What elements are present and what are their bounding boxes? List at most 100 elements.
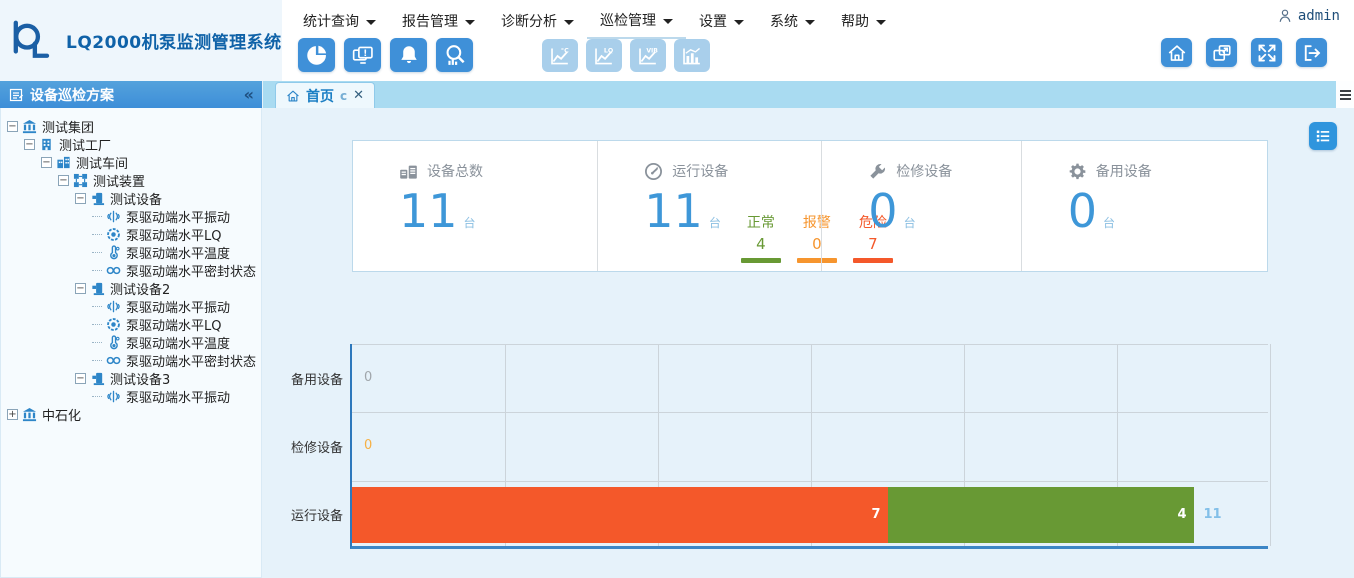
tree-item[interactable]: 泵驱动端水平密封状态 — [1, 261, 261, 280]
card-value: 11 — [399, 184, 458, 238]
tree-item-label: 测试设备3 — [110, 372, 171, 388]
tree-item[interactable]: 泵驱动端水平密封状态 — [1, 351, 261, 370]
menu-item-report-management[interactable]: 报告管理 — [389, 5, 488, 39]
app-title: LQ2000机泵监测管理系统 — [66, 33, 282, 53]
tree-expander-icon[interactable]: − — [75, 282, 86, 294]
inspection-plan-icon — [8, 87, 24, 103]
devices-icon — [399, 162, 418, 181]
search-stats-button[interactable] — [436, 38, 473, 72]
menu-item-statistics-query[interactable]: 统计查询 — [290, 5, 389, 39]
main-menu: 统计查询 报告管理 诊断分析 巡检管理 设置 系统 帮助 — [290, 5, 899, 39]
tab-home[interactable]: 首页 c ✕ — [275, 82, 376, 108]
tree-item[interactable]: 泵驱动端水平振动 — [1, 207, 261, 226]
tree-item[interactable]: 泵驱动端水平振动 — [1, 297, 261, 316]
popout-window-button[interactable] — [1206, 38, 1237, 67]
alarm-bell-button[interactable] — [390, 38, 427, 72]
tree-expander-icon[interactable]: − — [24, 138, 35, 150]
logout-button[interactable] — [1296, 38, 1327, 67]
bar-value-label: 7 — [871, 506, 881, 522]
tree-connector — [92, 395, 102, 397]
tree-item[interactable]: − 测试集团 — [1, 117, 261, 136]
device-icon — [90, 191, 105, 206]
tree-item-label: 泵驱动端水平温度 — [126, 246, 231, 262]
card-label: 备用设备 — [1095, 164, 1152, 180]
tree-connector — [92, 305, 102, 307]
multi-screen-alert-button[interactable] — [344, 38, 381, 72]
status-danger: 危险 7 — [852, 212, 893, 263]
temp-icon — [106, 335, 121, 350]
grid-line — [352, 344, 1268, 345]
app-logo-icon — [13, 20, 50, 58]
card-label: 运行设备 — [672, 164, 729, 180]
multi-screen-alert-icon — [352, 44, 374, 66]
gauge-icon — [644, 162, 663, 181]
card-unit: 台 — [1103, 216, 1116, 230]
popout-window-icon — [1212, 43, 1232, 63]
tree-item[interactable]: − 测试车间 — [1, 153, 261, 172]
tree-expander-icon[interactable]: − — [75, 372, 86, 384]
home-icon — [1167, 43, 1187, 63]
card-value: 11 — [644, 184, 703, 238]
fullscreen-button[interactable] — [1251, 38, 1282, 67]
main-content: 设备总数 11 台 运行设备 11 台 正常 4 报警 0 — [263, 108, 1354, 578]
refresh-icon[interactable]: c — [340, 88, 348, 103]
seal-icon — [106, 263, 121, 278]
menu-item-inspection-management[interactable]: 巡检管理 — [587, 5, 686, 39]
tree-item[interactable]: − 测试工厂 — [1, 135, 261, 154]
bar-trend-button[interactable] — [674, 39, 710, 72]
tree-item-label: 泵驱动端水平密封状态 — [126, 354, 257, 370]
tree-item-label: 泵驱动端水平振动 — [126, 210, 231, 226]
tree-connector — [92, 323, 102, 325]
tree-expander-icon[interactable]: − — [41, 156, 52, 168]
window-toolbar — [1161, 38, 1327, 67]
tab-label: 首页 — [306, 88, 334, 105]
tree-item[interactable]: − 测试设备3 — [1, 369, 261, 388]
tab-overflow-button[interactable] — [1336, 81, 1354, 108]
tree-item-label: 测试设备 — [110, 192, 163, 208]
tab-bar: 首页 c ✕ — [263, 81, 1336, 108]
menu-item-diagnosis-analysis[interactable]: 诊断分析 — [488, 5, 587, 39]
tree-item[interactable]: + 中石化 — [1, 405, 261, 424]
tree-expander-icon[interactable]: − — [75, 192, 86, 204]
logout-icon — [1302, 43, 1322, 63]
tree-item-label: 测试设备2 — [110, 282, 171, 298]
tree-item[interactable]: 泵驱动端水平振动 — [1, 387, 261, 406]
collapse-sidebar-button[interactable]: « — [243, 84, 254, 104]
tree-connector — [92, 359, 102, 361]
pie-chart-button[interactable] — [298, 38, 335, 72]
tree-item-label: 泵驱动端水平LQ — [126, 318, 222, 334]
tree-item-label: 测试车间 — [76, 156, 129, 172]
tree-item[interactable]: 泵驱动端水平LQ — [1, 315, 261, 334]
lq-trend-button[interactable] — [586, 39, 622, 72]
chevron-down-icon — [564, 19, 574, 25]
home-button[interactable] — [1161, 38, 1192, 67]
tree-item[interactable]: 泵驱动端水平温度 — [1, 333, 261, 352]
bar-trend-icon — [681, 45, 703, 67]
temp-trend-button[interactable] — [542, 39, 578, 72]
tree-item-label: 泵驱动端水平密封状态 — [126, 264, 257, 280]
tree-item[interactable]: − 测试设备 — [1, 189, 261, 208]
status-breakdown: 正常 4 报警 0 危险 7 — [740, 212, 893, 263]
grid-line — [352, 412, 1268, 414]
tree-item[interactable]: 泵驱动端水平LQ — [1, 225, 261, 244]
menu-item-system[interactable]: 系统 — [757, 5, 828, 39]
tree-expander-icon[interactable]: − — [7, 120, 18, 132]
user-account[interactable]: admin — [1277, 8, 1340, 24]
tree-item[interactable]: − 测试装置 — [1, 171, 261, 190]
tree-item[interactable]: − 测试设备2 — [1, 279, 261, 298]
device-tree: − 测试集团 − 测试工厂 − 测试车间 − 测试装置 − 测试设备 泵驱动端水平振动 泵驱动端水平L… — [1, 117, 261, 424]
menu-item-settings[interactable]: 设置 — [686, 5, 757, 39]
vib-trend-button[interactable] — [630, 39, 666, 72]
tree-expander-icon[interactable]: + — [7, 408, 18, 420]
device-icon — [90, 281, 105, 296]
chart-legend-button[interactable] — [1309, 122, 1337, 150]
bar-zero-label: 0 — [364, 438, 373, 454]
close-icon[interactable]: ✕ — [353, 88, 365, 103]
chart-plot: 0 0 7 4 11 — [350, 344, 1271, 549]
home-icon — [286, 89, 300, 103]
legend-list-icon — [1314, 127, 1332, 145]
menu-item-help[interactable]: 帮助 — [828, 5, 899, 39]
tree-expander-icon[interactable]: − — [58, 174, 69, 186]
tree-item[interactable]: 泵驱动端水平温度 — [1, 243, 261, 262]
